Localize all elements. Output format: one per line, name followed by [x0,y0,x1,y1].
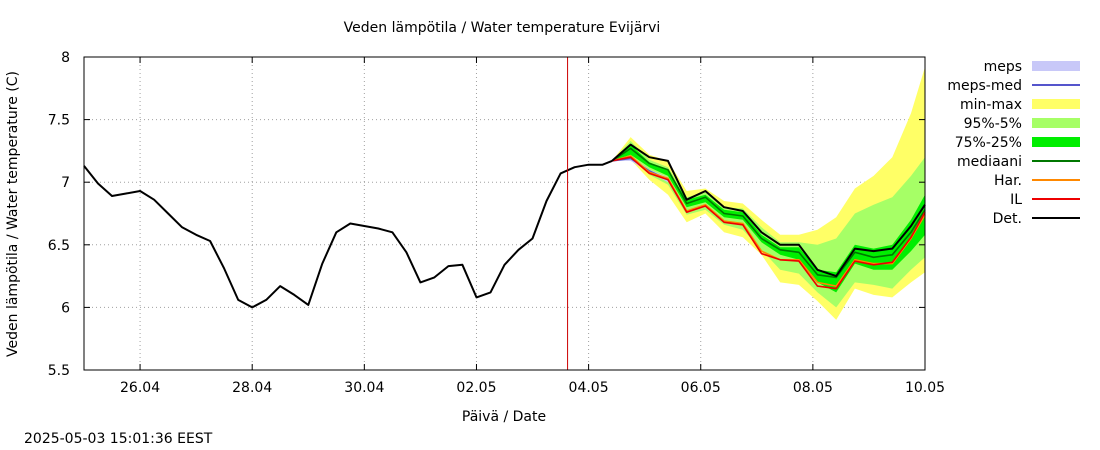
x-tick-label: 26.04 [120,380,160,396]
y-tick-label: 7 [61,175,70,191]
x-axis-label: Päivä / Date [462,409,546,425]
legend-swatch [1032,137,1080,147]
forecast-lines [611,143,926,290]
y-tick-label: 8 [61,50,70,66]
legend-label: Det. [993,211,1022,227]
y-tick-label: 6 [61,300,70,316]
observed-series [83,159,613,309]
y-axis-label: Veden lämpötila / Water temperature (C) [5,71,21,357]
series-line-det- [611,143,926,278]
x-tick-label: 04.05 [569,380,609,396]
legend-swatch [1032,61,1080,71]
timestamp: 2025-05-03 15:01:36 EEST [24,431,213,447]
x-tick-label: 10.05 [905,380,945,396]
legend-label: Har. [994,173,1022,189]
chart-title: Veden lämpötila / Water temperature Evij… [344,20,661,36]
x-tick-label: 02.05 [456,380,496,396]
legend: meps meps-med min-max 95%-5% 75%-25% mediaani… [947,59,1080,227]
y-tick-label: 5.5 [48,363,70,379]
legend-label: meps-med [947,78,1022,94]
series-line-mediaani [611,147,926,279]
y-tick-label: 7.5 [48,113,70,129]
legend-label: mediaani [957,154,1022,170]
series-line-il [611,156,926,290]
legend-swatch [1032,99,1080,109]
x-tick-label: 30.04 [344,380,384,396]
legend-label: 95%-5% [964,116,1022,132]
x-tick-label: 08.05 [793,380,833,396]
x-tick-label: 06.05 [681,380,721,396]
observed-line [83,159,613,309]
x-tick-label: 28.04 [232,380,272,396]
plot-frame [83,56,926,371]
legend-swatch [1032,118,1080,128]
legend-label: meps [984,59,1022,75]
legend-label: min-max [960,97,1022,113]
y-tick-label: 6.5 [48,238,70,254]
x-axis-ticks: 26.04 28.04 30.04 02.05 04.05 06.05 08.05 10.05 [120,57,945,396]
y-axis-ticks: 5.5 6 6.5 7 7.5 8 [48,50,925,379]
legend-label: 75%-25% [955,135,1022,151]
legend-label: IL [1010,192,1022,208]
